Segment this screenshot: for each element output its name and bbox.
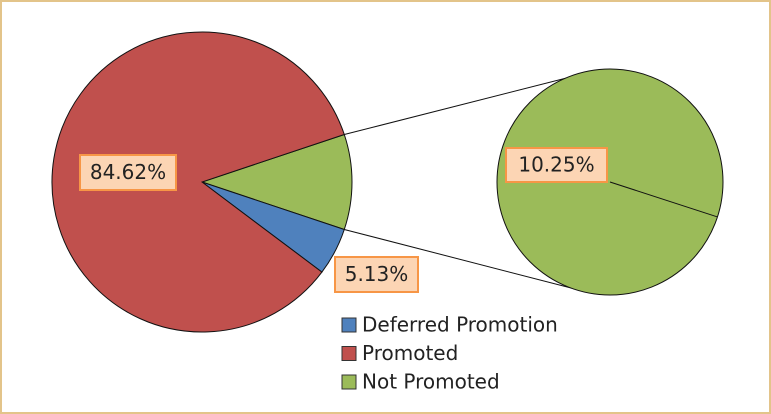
pie-slice bbox=[51, 31, 345, 333]
data-label: 84.62% bbox=[90, 160, 166, 184]
legend-label: Not Promoted bbox=[362, 370, 500, 394]
legend-label: Deferred Promotion bbox=[362, 313, 558, 337]
data-label: 5.13% bbox=[345, 262, 409, 286]
data-label-box bbox=[334, 256, 419, 293]
data-label: 10.25% bbox=[518, 153, 594, 177]
secondary-slice-edge bbox=[609, 181, 718, 218]
data-label-box bbox=[79, 154, 177, 191]
connector-line bbox=[344, 69, 599, 136]
legend-swatch bbox=[341, 317, 357, 333]
legend-label: Promoted bbox=[362, 341, 458, 365]
legend-swatch bbox=[341, 374, 357, 390]
legend-swatch bbox=[341, 346, 357, 361]
connector-line bbox=[344, 228, 576, 290]
data-label-box bbox=[505, 147, 608, 183]
pie-slice bbox=[200, 133, 353, 231]
